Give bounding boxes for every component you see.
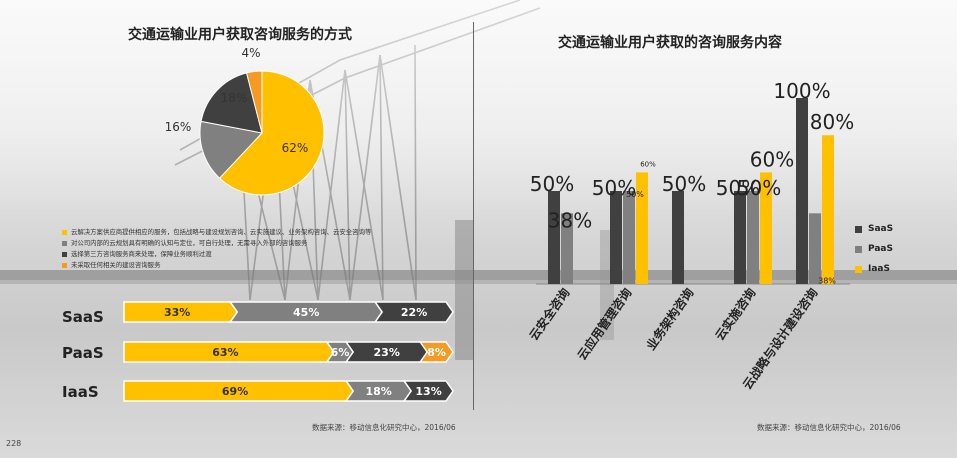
stacked-label: 6%: [331, 346, 350, 359]
bar: [734, 191, 746, 284]
page-number: 228: [6, 439, 22, 448]
legend-swatch: [62, 230, 67, 235]
bar-legend-item: SaaS: [855, 219, 893, 239]
bar-legend-swatch: [855, 245, 862, 253]
right-source: 数据来源：移动信息化研究中心，2016/06: [757, 423, 901, 432]
stacked-segment: [373, 301, 454, 323]
pie-slice: [218, 70, 325, 196]
bar-legend-swatch: [855, 225, 862, 233]
pie-legend: 云解决方案供应商提供相应的服务，包括战略与建设规划咨询、云实施建议、业务架构咨询…: [62, 227, 371, 271]
legend-item: 云解决方案供应商提供相应的服务，包括战略与建设规划咨询、云实施建议、业务架构咨询…: [62, 227, 371, 238]
bar-legend-text: SaaS: [868, 224, 894, 234]
bar-data-label: 60%: [750, 147, 794, 171]
row-label-iaas: IaaS: [62, 383, 99, 401]
category-label: 云应用管理咨询: [574, 285, 634, 362]
bar-legend-text: IaaS: [868, 264, 890, 274]
legend-swatch: [62, 263, 67, 268]
bar-legend-item: IaaS: [855, 259, 893, 279]
pie-label: 4%: [241, 46, 260, 60]
bar: [672, 191, 684, 284]
stacked-label: 63%: [212, 346, 238, 359]
legend-item: 选择第三方咨询服务商来处理，保障业务顺利过渡: [62, 249, 371, 260]
bar-legend-swatch: [855, 265, 862, 273]
bar-data-label: 50%: [737, 176, 781, 200]
pie-slice: [199, 120, 263, 179]
bar: [623, 191, 635, 284]
pie-label: 18%: [221, 91, 248, 105]
legend-swatch: [62, 252, 67, 257]
legend-swatch: [62, 241, 67, 246]
bar-legend-text: PaaS: [868, 244, 893, 254]
stacked-label: 33%: [164, 306, 190, 319]
bar-data-label: 50%: [662, 172, 706, 196]
legend-text: 选择第三方咨询服务商来处理，保障业务顺利过渡: [71, 250, 212, 258]
bar-data-label: 50%: [592, 176, 636, 200]
stacked-label: 18%: [365, 385, 391, 398]
bar: [760, 172, 772, 284]
bar: [610, 191, 622, 284]
left-source: 数据来源：移动信息化研究中心，2016/06: [312, 423, 456, 432]
pie-label: 62%: [282, 141, 309, 155]
bar-legend-item: PaaS: [855, 239, 893, 259]
bar-data-label: 38%: [818, 276, 836, 285]
bar-data-label: 60%: [640, 160, 656, 168]
legend-text: 未采取任何相关的建设咨询服务: [71, 261, 161, 269]
bar: [561, 213, 573, 284]
bar-data-label: 50%: [716, 176, 760, 200]
bar: [809, 213, 821, 284]
stacked-label: 13%: [415, 385, 441, 398]
divider: [473, 22, 474, 410]
category-label: 业务架构咨询: [643, 285, 697, 353]
bar: [796, 98, 808, 284]
bar-data-label: 80%: [810, 110, 854, 134]
bar-data-label: 100%: [773, 79, 830, 103]
legend-item: 对公司内部的云规划具有明确的认知与定位，可自行处理，无需寻入外部的咨询服务: [62, 238, 371, 249]
bar-legend: SaaS PaaS IaaS: [855, 219, 893, 279]
pie-label: 16%: [165, 120, 192, 134]
bar-data-label: 38%: [548, 208, 592, 232]
stacked-segment: [402, 380, 454, 402]
bar-data-label: 50%: [530, 172, 574, 196]
legend-item: 未采取任何相关的建设咨询服务: [62, 260, 371, 271]
pie-slice: [200, 72, 263, 134]
bar: [548, 191, 560, 284]
pie-slice: [245, 70, 263, 134]
legend-text: 云解决方案供应商提供相应的服务，包括战略与建设规划咨询、云实施建议、业务架构咨询…: [71, 228, 372, 236]
category-label: 云安全咨询: [526, 285, 573, 343]
bar: [747, 191, 759, 284]
row-label-saas: SaaS: [62, 308, 104, 326]
row-label-paas: PaaS: [62, 344, 104, 362]
stacked-label: 45%: [293, 306, 319, 319]
stacked-label: 69%: [222, 385, 248, 398]
legend-text: 对公司内部的云规划具有明确的认知与定位，可自行处理，无需寻入外部的咨询服务: [71, 239, 308, 247]
bar-data-label: 50%: [626, 190, 644, 199]
bar: [822, 135, 834, 284]
stacked-label: 23%: [374, 346, 400, 359]
stacked-label: 22%: [401, 306, 427, 319]
stacked-label: 8%: [427, 346, 446, 359]
stacked-segment: [418, 341, 454, 363]
left-title: 交通运输业用户获取咨询服务的方式: [128, 27, 352, 43]
bar: [636, 172, 648, 284]
right-title: 交通运输业用户获取的咨询服务内容: [558, 35, 782, 51]
category-label: 云实施咨询: [712, 285, 759, 343]
